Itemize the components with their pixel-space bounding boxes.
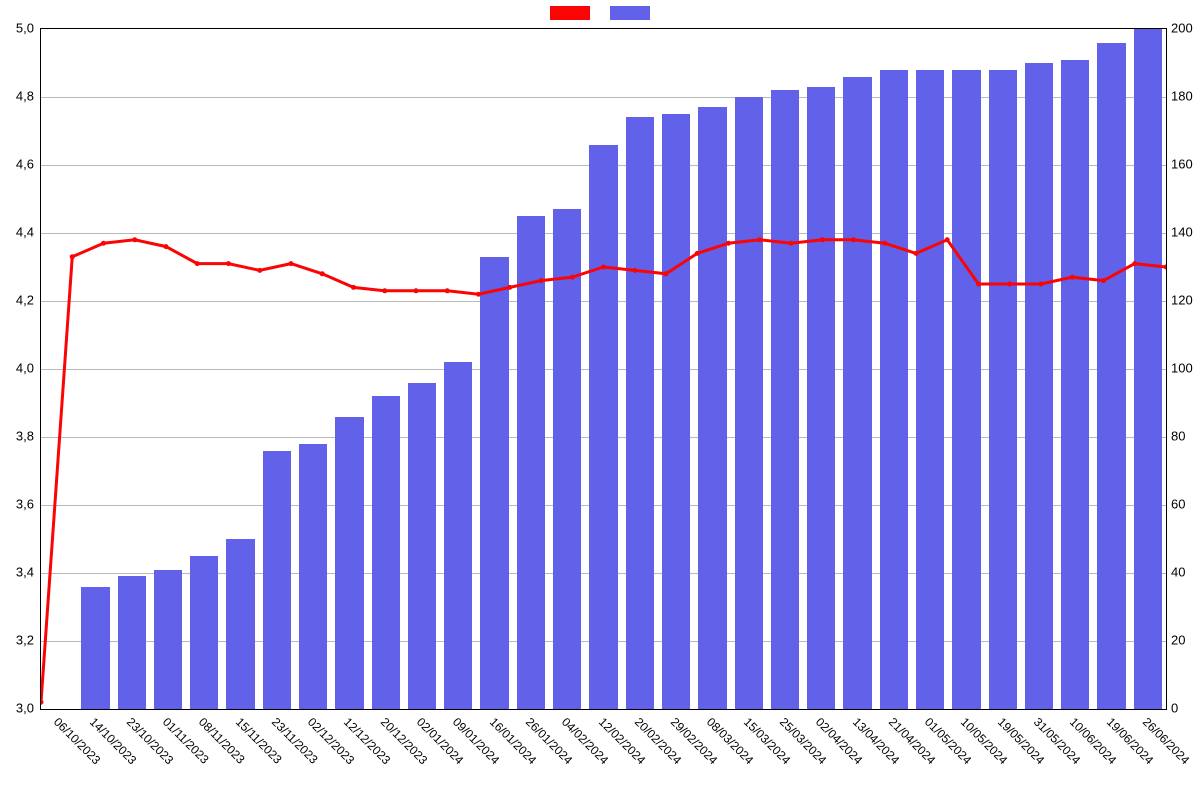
y-right-tick: 200 [1171, 21, 1193, 36]
bar [118, 576, 146, 709]
bar [662, 114, 690, 709]
bar [589, 145, 617, 709]
y-right-tick: 60 [1171, 497, 1185, 512]
y-right-tick: 80 [1171, 429, 1185, 444]
bar [1097, 43, 1125, 709]
bar [735, 97, 763, 709]
bar [299, 444, 327, 709]
bar [989, 70, 1017, 709]
bar [952, 70, 980, 709]
bar [626, 117, 654, 709]
bar [444, 362, 472, 709]
bar [190, 556, 218, 709]
y-right-tick: 180 [1171, 89, 1193, 104]
bar [771, 90, 799, 709]
y-left-tick: 4,2 [16, 293, 34, 308]
bar [408, 383, 436, 709]
y-left-tick: 3,4 [16, 565, 34, 580]
y-left-tick: 3,0 [16, 701, 34, 716]
y-axis-right: 020406080100120140160180200 [1165, 28, 1200, 708]
bar [81, 587, 109, 709]
y-left-tick: 4,6 [16, 157, 34, 172]
bar [916, 70, 944, 709]
bar [698, 107, 726, 709]
bar [226, 539, 254, 709]
legend-swatch-bar [610, 6, 650, 20]
y-left-tick: 4,4 [16, 225, 34, 240]
bar [1061, 60, 1089, 709]
bar [880, 70, 908, 709]
bar [335, 417, 363, 709]
bar [1025, 63, 1053, 709]
bar [263, 451, 291, 709]
bar [372, 396, 400, 709]
legend-item-line [550, 6, 590, 20]
legend [550, 6, 650, 20]
legend-item-bar [610, 6, 650, 20]
y-right-tick: 140 [1171, 225, 1193, 240]
y-right-tick: 100 [1171, 361, 1193, 376]
y-right-tick: 120 [1171, 293, 1193, 308]
bar [154, 570, 182, 709]
legend-swatch-line [550, 6, 590, 20]
y-left-tick: 3,8 [16, 429, 34, 444]
y-right-tick: 20 [1171, 633, 1185, 648]
chart-container: 3,0 3,2 3,4 3,6 3,8 4,0 4,2 4,4 4,6 4,8 5,0 0 20 40 6… [0, 0, 1200, 800]
y-left-tick: 4,0 [16, 361, 34, 376]
y-left-tick: 5,0 [16, 21, 34, 36]
y-right-tick: 0 [1171, 701, 1178, 716]
bar [553, 209, 581, 709]
y-right-tick: 40 [1171, 565, 1185, 580]
y-left-tick: 4,8 [16, 89, 34, 104]
y-axis-left: 3,03,23,43,63,84,04,24,44,64,85,0 [0, 28, 40, 708]
bar [843, 77, 871, 709]
bar [1134, 29, 1162, 709]
bar [517, 216, 545, 709]
y-left-tick: 3,6 [16, 497, 34, 512]
bar [480, 257, 508, 709]
bar [807, 87, 835, 709]
y-right-tick: 160 [1171, 157, 1193, 172]
plot-area [40, 28, 1167, 710]
y-left-tick: 3,2 [16, 633, 34, 648]
